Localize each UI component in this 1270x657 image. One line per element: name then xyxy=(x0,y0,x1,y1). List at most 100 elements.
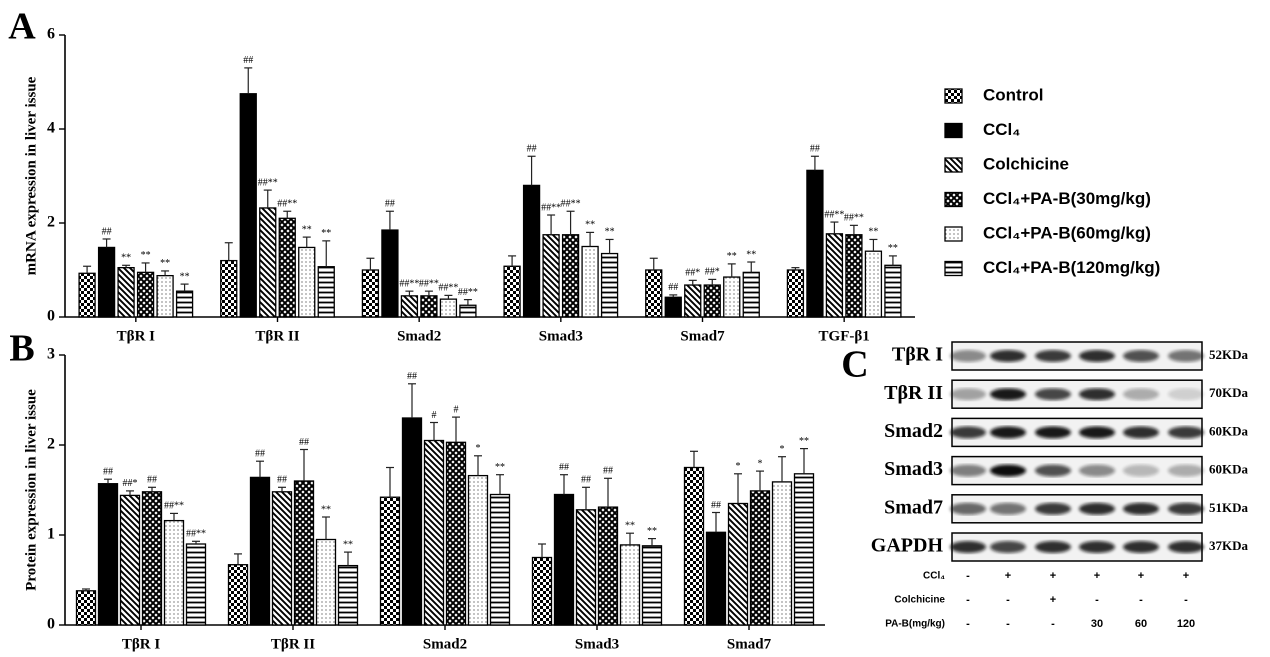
bar xyxy=(99,247,115,317)
error-bar xyxy=(728,264,736,277)
blot-band xyxy=(1079,426,1115,438)
significance-label: ##** xyxy=(258,177,278,188)
significance-label: ** xyxy=(121,253,131,264)
significance-label: ## xyxy=(277,475,287,486)
bar xyxy=(563,235,579,317)
significance-label: ** xyxy=(141,250,151,261)
x-tick-label: Smad3 xyxy=(575,636,619,652)
y-tick-label: 2 xyxy=(47,436,55,453)
bar xyxy=(240,94,256,317)
blot-band xyxy=(1079,350,1115,362)
blot-band xyxy=(1123,426,1159,438)
blot-band xyxy=(1123,350,1159,362)
significance-label: ## xyxy=(527,144,537,155)
legend-label: CCl₄+PA-B(30mg/kg) xyxy=(983,189,1151,208)
blot-size: 60KDa xyxy=(1209,462,1249,477)
blot-band xyxy=(990,350,1026,362)
significance-label: ## xyxy=(581,475,591,486)
blot-band xyxy=(950,350,986,362)
significance-label: ** xyxy=(799,436,809,447)
bar xyxy=(318,267,334,317)
significance-label: # xyxy=(454,404,459,415)
legend-label: Control xyxy=(983,85,1043,104)
significance-label: ##* xyxy=(123,478,138,489)
error-bar xyxy=(648,539,656,546)
error-bar xyxy=(850,225,858,234)
bar xyxy=(165,521,184,625)
blot-band xyxy=(990,503,1026,515)
y-tick-label: 1 xyxy=(47,526,55,543)
significance-label: ## xyxy=(407,371,417,382)
bar xyxy=(447,442,466,625)
significance-label: ** xyxy=(868,227,878,238)
bar xyxy=(279,218,295,317)
blot-frame xyxy=(952,457,1202,485)
treatment-cell: 120 xyxy=(1177,618,1195,630)
bar xyxy=(295,481,314,625)
treatment-cell: + xyxy=(1005,570,1011,582)
x-tick-label: TβR II xyxy=(271,636,315,652)
y-tick-label: 0 xyxy=(47,308,55,325)
treatment-cell: - xyxy=(1006,594,1010,606)
significance-label: ** xyxy=(321,228,331,239)
blot-band xyxy=(1079,503,1115,515)
bar xyxy=(729,504,748,626)
blot-band xyxy=(1035,426,1071,438)
significance-label: ## xyxy=(668,282,678,293)
bar xyxy=(177,291,193,317)
y-tick-label: 2 xyxy=(47,214,55,231)
bar xyxy=(685,285,701,317)
blot-label: GAPDH xyxy=(871,535,944,557)
error-bar xyxy=(234,554,242,565)
bar xyxy=(157,276,173,317)
panel-letter: A xyxy=(8,6,36,48)
blot-band xyxy=(1168,350,1204,362)
significance-label: ##** xyxy=(419,278,439,289)
bar xyxy=(382,230,398,317)
blot-frame xyxy=(952,380,1202,408)
significance-label: ** xyxy=(180,271,190,282)
error-bar xyxy=(386,468,394,498)
blot-frame xyxy=(952,495,1202,523)
error-bar xyxy=(528,156,536,185)
bar xyxy=(643,546,662,625)
legend-swatch xyxy=(945,158,962,172)
bar xyxy=(121,495,140,625)
legend-label: Colchicine xyxy=(983,154,1069,173)
error-bar xyxy=(690,451,698,467)
significance-label: ## xyxy=(559,462,569,473)
bar xyxy=(865,251,881,317)
error-bar xyxy=(650,258,658,270)
y-tick-label: 6 xyxy=(47,26,55,43)
treatment-cell: 60 xyxy=(1135,618,1147,630)
blot-band xyxy=(1035,350,1071,362)
error-bar xyxy=(474,456,482,476)
y-tick-label: 4 xyxy=(47,120,55,137)
blot-band xyxy=(950,541,986,553)
error-bar xyxy=(747,262,755,272)
error-bar xyxy=(386,211,394,230)
error-bar xyxy=(161,271,169,276)
panel-letter: B xyxy=(9,328,34,370)
significance-label: ##* xyxy=(685,268,700,279)
bar xyxy=(602,254,618,317)
blot-band xyxy=(1123,541,1159,553)
blot-frame xyxy=(952,342,1202,370)
significance-label: ** xyxy=(625,520,635,531)
y-tick-label: 0 xyxy=(47,616,55,633)
blot-band xyxy=(1035,541,1071,553)
treatment-cell: + xyxy=(1138,570,1144,582)
bar xyxy=(795,474,814,625)
error-bar xyxy=(104,479,112,484)
blot-band xyxy=(1079,465,1115,477)
significance-label: ## xyxy=(385,199,395,210)
significance-label: ** xyxy=(343,539,353,550)
bar xyxy=(221,261,237,317)
significance-label: ** xyxy=(888,243,898,254)
significance-label: ** xyxy=(321,504,331,515)
blot-label: Smad3 xyxy=(884,458,943,480)
treatment-label: Colchicine xyxy=(894,595,945,606)
legend-label: CCl₄+PA-B(120mg/kg) xyxy=(983,258,1160,277)
blot-band xyxy=(1168,541,1204,553)
error-bar xyxy=(408,384,416,418)
